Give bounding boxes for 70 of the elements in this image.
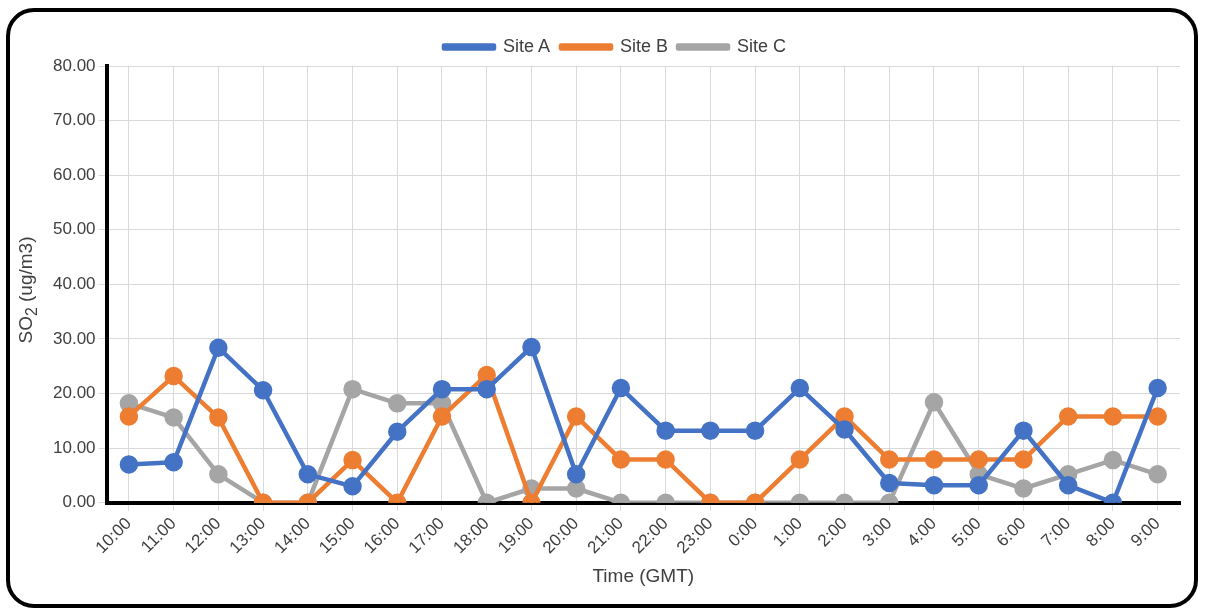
y-tick-label: 50.00 — [52, 219, 96, 239]
point — [880, 473, 899, 493]
point — [388, 394, 407, 413]
y-tick-label: 20.00 — [52, 383, 96, 403]
point — [432, 407, 452, 426]
y-tick-label: 60.00 — [52, 164, 96, 184]
point — [1058, 475, 1078, 495]
point — [164, 408, 183, 427]
point — [1148, 407, 1167, 426]
point — [566, 465, 586, 484]
point — [164, 453, 183, 472]
point — [164, 366, 183, 386]
point — [880, 450, 899, 469]
point — [745, 421, 765, 440]
point — [388, 422, 407, 441]
point — [209, 338, 228, 357]
point — [701, 421, 720, 440]
y-tick-label: 70.00 — [52, 110, 96, 130]
point — [611, 450, 631, 469]
point — [656, 450, 675, 469]
point — [924, 450, 944, 469]
point — [209, 465, 228, 484]
point — [1014, 479, 1033, 498]
y-tick-label: 40.00 — [52, 274, 96, 294]
y-tick-label: 10.00 — [52, 437, 96, 457]
point — [835, 420, 854, 439]
point — [969, 475, 988, 495]
point — [969, 450, 988, 469]
point — [1103, 450, 1123, 470]
point — [566, 479, 586, 498]
point — [1058, 407, 1078, 426]
point — [119, 407, 139, 426]
x-axis-title: Time (GMT) — [592, 564, 695, 586]
x-tick-label: 6:00 — [992, 513, 1030, 551]
point — [343, 477, 362, 496]
point — [477, 379, 496, 399]
point — [432, 379, 452, 399]
point — [298, 465, 318, 484]
point — [656, 421, 675, 440]
x-tick-label: 9:00 — [1126, 513, 1164, 551]
y-tick-label: 30.00 — [52, 328, 96, 348]
y-tick-label: 80.00 — [52, 55, 96, 75]
point — [343, 379, 362, 399]
point — [1014, 450, 1033, 469]
point — [924, 393, 944, 412]
x-tick-label: 7:00 — [1037, 513, 1075, 551]
legend-label: Site A — [502, 35, 550, 56]
point — [924, 475, 944, 495]
point — [790, 378, 810, 398]
x-tick-label: 0:00 — [724, 513, 762, 551]
point — [611, 378, 631, 398]
point — [566, 407, 586, 426]
point — [1148, 378, 1167, 398]
legend-label: Site C — [737, 35, 787, 56]
point — [790, 450, 810, 469]
point — [253, 381, 273, 400]
x-tick-label: 4:00 — [903, 513, 941, 551]
point — [119, 455, 139, 474]
point — [1103, 407, 1123, 426]
point — [209, 408, 228, 427]
x-tick-label: 3:00 — [858, 513, 896, 551]
x-tick-label: 8:00 — [1082, 513, 1120, 551]
point — [522, 337, 541, 357]
legend-label: Site B — [619, 35, 669, 56]
point — [477, 365, 496, 385]
point — [1148, 465, 1167, 484]
x-tick-label: 5:00 — [948, 513, 985, 551]
point — [343, 450, 362, 470]
y-tick-label: 0.00 — [62, 492, 96, 512]
point — [1014, 421, 1033, 440]
